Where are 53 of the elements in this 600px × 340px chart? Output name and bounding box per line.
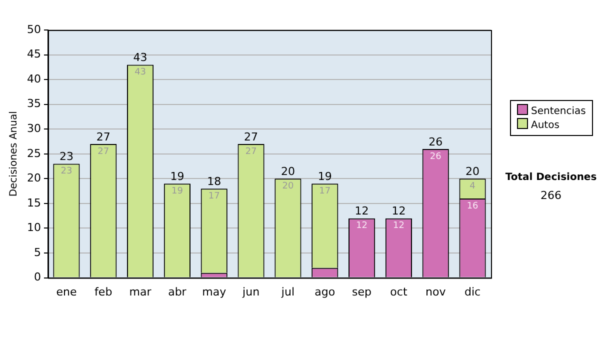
- data-label: 4: [470, 182, 476, 192]
- total-label: 26: [428, 135, 443, 148]
- total-label: 20: [280, 165, 295, 178]
- total-label: 19: [170, 170, 184, 183]
- total-label: 27: [244, 130, 258, 144]
- x-tick-label: ene: [56, 285, 77, 298]
- data-label: 26: [430, 152, 442, 162]
- data-label: 27: [98, 146, 110, 157]
- data-label: 43: [134, 68, 146, 78]
- total-label: 19: [318, 170, 332, 183]
- x-tick-label: oct: [390, 285, 408, 298]
- y-tick-label: 50: [26, 22, 41, 36]
- y-tick-label: 20: [26, 172, 41, 185]
- x-tick-label: abr: [168, 285, 187, 298]
- y-tick-label: 40: [26, 72, 41, 86]
- y-tick-label: 45: [26, 48, 41, 61]
- total-label: 43: [133, 51, 148, 64]
- legend-label: Autos: [530, 119, 560, 132]
- text: 266: [540, 189, 562, 202]
- data-label: 27: [245, 146, 257, 157]
- x-tick-label: may: [202, 285, 227, 298]
- x-tick-label: feb: [94, 285, 112, 298]
- x-tick-label: sep: [352, 285, 372, 298]
- x-tick-label: jun: [242, 285, 260, 298]
- data-label: 23: [60, 166, 72, 177]
- x-tick-label: nov: [426, 285, 446, 298]
- data-label: 12: [356, 221, 368, 232]
- data-label: 17: [319, 186, 331, 196]
- y-tick-label: 0: [34, 270, 41, 284]
- total-label: 18: [207, 174, 222, 188]
- x-tick-label: dic: [464, 285, 481, 298]
- y-tick-label: 25: [26, 146, 41, 160]
- data-label: 19: [171, 186, 184, 196]
- total-label: 12: [354, 204, 369, 218]
- y-tick-label: 10: [26, 221, 41, 234]
- y-tick-label: 35: [26, 97, 41, 110]
- x-tick-label: ago: [314, 285, 336, 298]
- y-axis-title: Decisiones Anual: [8, 111, 20, 197]
- data-label: 17: [208, 191, 220, 202]
- total-label: 27: [96, 130, 110, 144]
- total-label: 20: [466, 165, 480, 178]
- y-tick-label: 5: [34, 246, 41, 259]
- y-tick-label: 15: [26, 196, 41, 210]
- data-label: 12: [392, 221, 404, 232]
- total-label: 12: [392, 204, 406, 218]
- total-label: 23: [59, 150, 74, 164]
- x-tick-label: mar: [129, 285, 152, 298]
- data-label: 20: [282, 182, 294, 192]
- data-label: 16: [466, 201, 479, 212]
- text: Total Decisiones: [505, 172, 597, 183]
- x-tick-label: jul: [280, 285, 295, 298]
- legend-label: Sentencias: [530, 105, 586, 118]
- y-tick-label: 30: [26, 122, 41, 135]
